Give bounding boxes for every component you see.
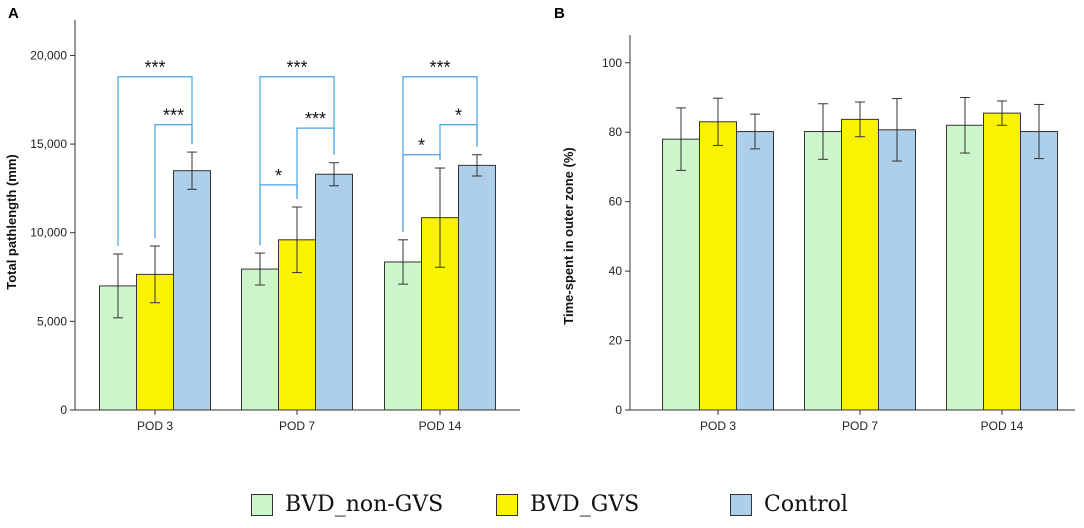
x-tick-label: POD 3 [700,419,736,433]
y-tick-label: 80 [609,125,623,139]
panel-b-letter: B [554,5,565,22]
y-tick-label: 60 [609,195,623,209]
legend-label: BVD_GVS [530,492,640,517]
significance-label: *** [305,109,326,129]
significance-bracket [117,76,193,246]
y-tick-label: 20,000 [30,48,67,62]
x-tick-label: POD 7 [279,419,315,433]
y-tick-label: 0 [615,403,622,417]
panel-a-plot: 0 5,000 10,000 15,000 20,000 POD 3 POD 7 POD 14… [30,20,520,433]
panel-b: B Time-spent in outer zone (%) 0 20 40 60 80… [554,5,1075,433]
significance-label: *** [429,58,450,78]
bar [458,164,496,411]
figure: A Total pathlength (mm) 0 5,000 10,000 15,0… [4,5,1075,433]
bar [736,131,774,411]
panel-a-letter: A [8,5,19,22]
bar [315,173,353,411]
significance-label: *** [286,58,307,78]
bar [804,131,842,411]
legend-item-bvd-non-gvs: BVD_non-GVS [251,492,443,517]
bar [878,129,916,411]
legend-swatch [251,493,273,516]
y-tick-label: 40 [609,264,623,278]
y-tick-label: 5,000 [37,314,67,328]
significance-bracket [259,184,298,246]
legend-swatch [730,493,752,516]
significance-bracket [402,154,441,232]
legend: BVD_non-GVS BVD_GVS Control [0,492,1084,528]
y-tick-label: 100 [602,56,622,70]
y-tick-label: 10,000 [30,226,67,240]
y-tick-label: 0 [60,403,67,417]
significance-bracket [439,123,478,161]
bar [983,112,1021,411]
panel-b-y-axis-label: Time-spent in outer zone (%) [561,147,576,324]
x-tick-label: POD 14 [419,419,462,433]
x-tick-label: POD 14 [981,419,1024,433]
panel-a-y-axis-label: Total pathlength (mm) [4,154,19,290]
significance-label: * [418,136,425,156]
significance-label: * [455,106,462,126]
legend-label: BVD_non-GVS [285,492,444,517]
bar [946,124,984,411]
bar [841,118,879,411]
bar [173,170,211,411]
y-tick-label: 20 [609,334,623,348]
significance-label: * [275,166,282,186]
significance-bracket [154,123,193,239]
significance-label: *** [144,58,165,78]
x-tick-label: POD 7 [842,419,878,433]
legend-item-control: Control [730,492,848,517]
y-tick-label: 15,000 [30,137,67,151]
bar [1020,131,1058,411]
bar [699,121,737,411]
significance-bracket [259,76,335,246]
significance-bracket [296,127,335,200]
panel-b-plot: 0 20 40 60 80 100 POD 3 POD 7 POD 14 [602,35,1075,433]
legend-label: Control [764,492,848,517]
significance-label: *** [163,106,184,126]
x-tick-label: POD 3 [137,419,173,433]
bar [241,268,279,411]
bar [384,261,422,411]
bar [662,138,700,411]
panel-a: A Total pathlength (mm) 0 5,000 10,000 15,0… [4,5,520,433]
legend-swatch [496,493,518,516]
legend-item-bvd-gvs: BVD_GVS [496,492,639,517]
